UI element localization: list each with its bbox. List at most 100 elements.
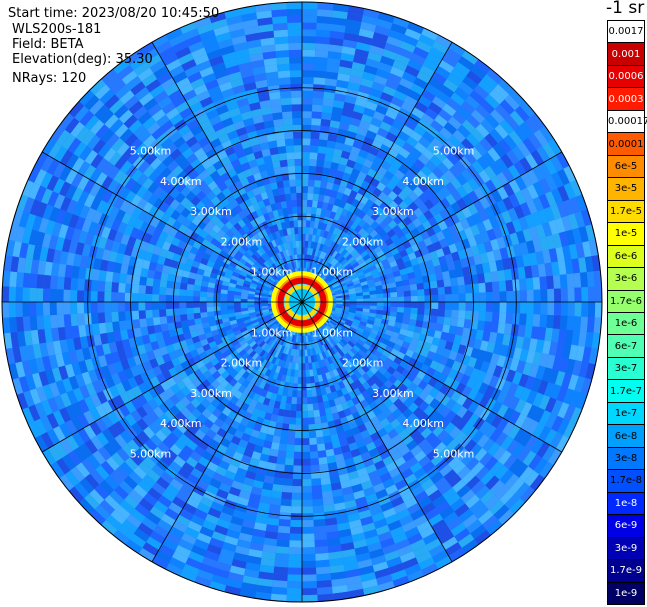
- range-gate: [314, 179, 322, 188]
- range-gate: [311, 389, 317, 397]
- range-gate: [329, 241, 337, 249]
- range-gate: [54, 441, 68, 458]
- range-gate: [457, 363, 468, 375]
- range-gate: [431, 519, 447, 533]
- range-gate: [551, 188, 563, 205]
- range-gate: [84, 439, 98, 455]
- range-gate: [274, 327, 281, 334]
- range-gate: [343, 492, 355, 503]
- range-gate: [297, 383, 302, 391]
- range-gate: [410, 337, 419, 346]
- range-gate: [345, 279, 353, 285]
- range-gate: [179, 484, 193, 497]
- range-gate: [277, 351, 283, 360]
- range-gate: [21, 360, 32, 377]
- range-gate: [412, 406, 424, 418]
- range-gate: [290, 403, 297, 411]
- range-gate: [369, 305, 377, 310]
- range-gate: [189, 349, 199, 358]
- range-gate: [477, 509, 494, 525]
- range-gate: [567, 213, 579, 230]
- range-gate: [90, 393, 102, 408]
- range-gate: [323, 195, 331, 204]
- range-gate: [121, 379, 132, 392]
- range-gate: [216, 274, 225, 281]
- range-gate: [578, 361, 589, 378]
- range-gate: [530, 149, 545, 166]
- range-gate: [81, 347, 92, 361]
- range-gate: [37, 260, 47, 275]
- range-gate: [196, 268, 205, 276]
- range-gate: [348, 287, 356, 293]
- range-gate: [181, 249, 190, 259]
- range-gate: [164, 507, 180, 521]
- range-gate: [461, 470, 476, 485]
- range-gate: [249, 340, 257, 348]
- range-gate: [185, 337, 194, 346]
- range-gate: [183, 264, 192, 273]
- range-gate: [170, 383, 181, 395]
- range-gate: [439, 406, 451, 418]
- range-gate: [168, 502, 183, 515]
- range-gate: [422, 220, 432, 231]
- range-gate: [350, 324, 359, 330]
- range-gate: [382, 455, 395, 467]
- range-gate: [493, 84, 510, 100]
- range-gate: [215, 319, 223, 325]
- range-gate: [508, 335, 518, 348]
- range-gate: [86, 454, 101, 470]
- range-gate: [142, 201, 154, 214]
- range-gate: [398, 429, 410, 440]
- range-gate: [257, 578, 273, 587]
- range-gate: [401, 225, 411, 236]
- range-gate: [374, 133, 386, 145]
- range-gate: [376, 309, 384, 315]
- range-gate: [538, 178, 552, 194]
- range-gate: [180, 320, 189, 328]
- range-gate: [193, 254, 203, 263]
- range-gate: [152, 309, 160, 318]
- range-gate: [277, 387, 284, 396]
- range-gate: [457, 229, 468, 241]
- range-gate: [261, 359, 268, 367]
- range-gate: [382, 349, 391, 358]
- range-gate: [436, 279, 445, 288]
- range-gate: [302, 349, 305, 357]
- range-gate: [357, 384, 367, 394]
- range-gate: [12, 377, 24, 395]
- range-gate: [239, 257, 247, 265]
- range-gate: [244, 335, 253, 343]
- range-gate: [121, 254, 131, 266]
- range-gate: [266, 405, 274, 414]
- range-gate: [461, 206, 473, 219]
- range-gate: [276, 456, 286, 465]
- range-gate: [368, 264, 377, 272]
- range-gate: [379, 449, 391, 460]
- range-gate: [104, 216, 116, 229]
- range-gate: [548, 341, 558, 356]
- range-gate: [219, 265, 228, 273]
- range-gate: [186, 496, 200, 509]
- range-gate: [462, 397, 474, 410]
- range-gate: [526, 289, 534, 302]
- range-gate: [331, 584, 348, 594]
- range-gate: [446, 97, 461, 112]
- range-gate: [413, 433, 426, 446]
- range-gate: [331, 250, 339, 258]
- range-gate: [453, 334, 463, 345]
- range-gate: [350, 347, 358, 356]
- range-gate: [495, 332, 505, 345]
- range-gate: [343, 274, 351, 281]
- range-gate: [347, 340, 355, 348]
- range-gate: [387, 444, 399, 456]
- range-gate: [488, 260, 498, 273]
- range-gate: [406, 153, 418, 165]
- range-gate: [136, 363, 147, 375]
- range-gate: [77, 278, 86, 291]
- range-gate: [118, 273, 127, 284]
- range-gate: [287, 574, 302, 582]
- range-gate: [510, 324, 519, 337]
- range-gate: [355, 244, 363, 252]
- range-gate: [321, 483, 332, 492]
- range-gate: [443, 169, 456, 182]
